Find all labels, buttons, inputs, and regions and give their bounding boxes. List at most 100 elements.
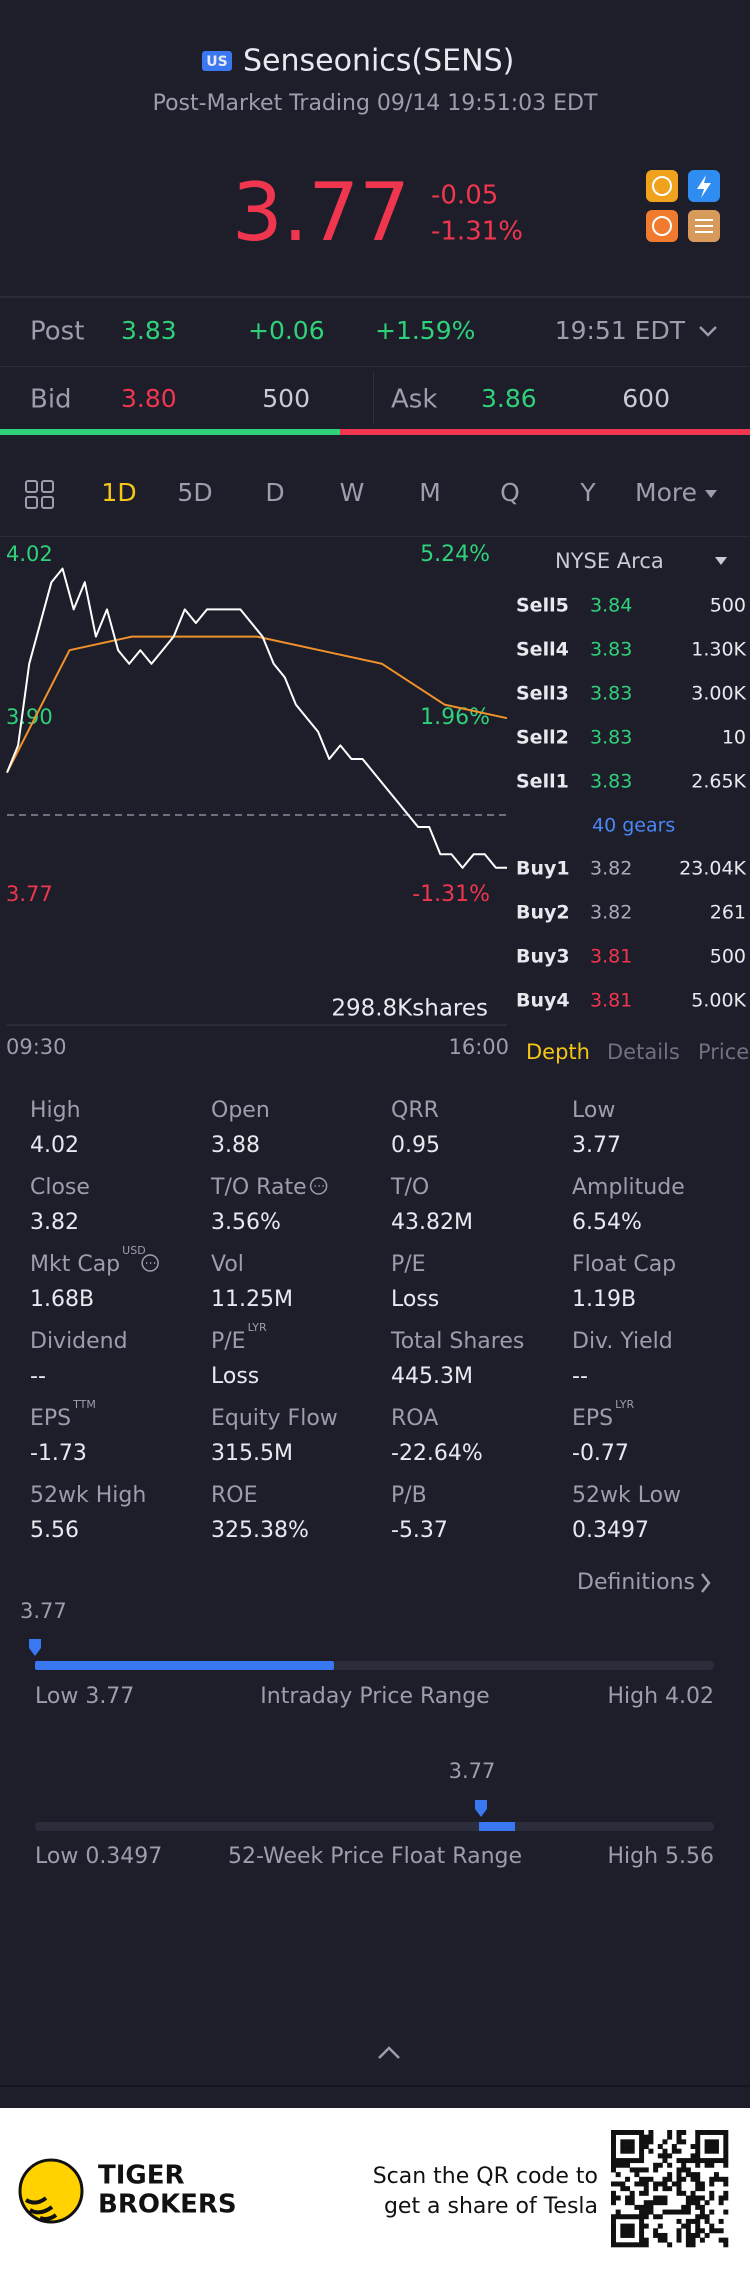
qr-module	[713, 2139, 719, 2145]
qr-module	[704, 2162, 710, 2168]
qr-module	[676, 2209, 682, 2215]
book-level: Sell2	[516, 727, 569, 749]
qr-module	[629, 2167, 635, 2173]
link-chevron[interactable]	[701, 1573, 711, 1593]
qr-module	[723, 2209, 729, 2215]
divider	[0, 2085, 750, 2087]
book-level: Sell5	[516, 595, 569, 617]
period-tab[interactable]: Y	[579, 478, 596, 507]
info-icon[interactable]	[309, 1177, 328, 1195]
qr-module	[695, 2134, 701, 2140]
stat-value: 315.5M	[211, 1441, 293, 1466]
qr-module	[681, 2139, 687, 2145]
stat-label: T/O	[390, 1175, 429, 1200]
period-tab[interactable]: More	[635, 478, 697, 507]
post-time[interactable]: 19:51 EDT	[555, 316, 686, 345]
book-tab[interactable]: Details	[607, 1040, 680, 1064]
definitions-link[interactable]: Definitions	[577, 1570, 695, 1595]
qr-module	[629, 2130, 635, 2135]
stat-label: High	[30, 1098, 81, 1123]
qr-module	[620, 2186, 626, 2192]
qr-module	[713, 2176, 719, 2182]
qr-module	[662, 2139, 668, 2145]
dropdown-triangle	[715, 557, 727, 565]
qr-module	[704, 2144, 710, 2150]
qr-module	[662, 2176, 668, 2182]
stat-label: Equity Flow	[211, 1406, 338, 1431]
qr-module	[695, 2139, 701, 2145]
divider	[373, 372, 374, 424]
collapse-button[interactable]	[378, 2046, 400, 2059]
qr-module	[676, 2158, 682, 2164]
qr-module	[639, 2158, 645, 2164]
qr-module	[690, 2144, 696, 2150]
book-level: Sell4	[516, 639, 569, 661]
header-icons[interactable]	[646, 170, 720, 242]
range-marker	[29, 1639, 41, 1656]
qr-module	[676, 2139, 682, 2145]
period-tab[interactable]: Q	[500, 478, 520, 507]
qr-module	[699, 2158, 705, 2164]
divider	[0, 366, 750, 367]
qr-module	[671, 2144, 677, 2150]
qr-module	[625, 2223, 631, 2229]
icon-glyph	[697, 175, 711, 198]
icon[interactable]	[646, 170, 678, 202]
range-fill	[479, 1822, 515, 1831]
book-tab[interactable]: Depth	[526, 1040, 590, 1064]
qr-module	[685, 2237, 691, 2243]
qr-module	[695, 2181, 701, 2187]
qr-module	[676, 2190, 682, 2196]
period-tab[interactable]: D	[265, 478, 284, 507]
qr-module	[643, 2200, 649, 2206]
qr-module	[620, 2223, 626, 2229]
stat-value: 3.77	[572, 1133, 621, 1158]
qr-module	[695, 2232, 701, 2238]
qr-module	[699, 2204, 705, 2210]
qr-module	[643, 2167, 649, 2173]
dropdown-chevron[interactable]	[699, 326, 717, 337]
qr-module	[657, 2162, 663, 2168]
y-tick-label: 4.02	[6, 542, 53, 566]
qr-module	[704, 2148, 710, 2154]
tiger-logo	[18, 2158, 84, 2224]
stat-value: 11.25M	[211, 1287, 293, 1312]
stat-label: 52wk Low	[572, 1483, 681, 1508]
brand-line: TIGER	[98, 2161, 185, 2191]
qr-module	[699, 2195, 705, 2201]
qr-module	[643, 2176, 649, 2182]
qr-module	[639, 2181, 645, 2187]
price-change-pct: -1.31%	[431, 217, 523, 247]
qr-module	[615, 2158, 621, 2164]
book-size: 3.00K	[691, 683, 746, 705]
qr-module	[611, 2190, 616, 2196]
qr-module	[611, 2153, 616, 2159]
qr-module	[695, 2228, 701, 2234]
qr-module	[625, 2148, 631, 2154]
exchange[interactable]: NYSE Arca	[555, 549, 664, 573]
period-tab[interactable]: 5D	[177, 478, 212, 507]
qr-module	[704, 2218, 710, 2224]
qr-module	[639, 2204, 645, 2210]
stat-value: 5.56	[30, 1518, 79, 1543]
period-tab[interactable]: M	[419, 478, 441, 507]
period-tab[interactable]: W	[340, 478, 365, 507]
stat-value: 1.68B	[30, 1287, 94, 1312]
stat-label: Open	[211, 1098, 270, 1123]
qr-module	[643, 2190, 649, 2196]
qr-module	[625, 2228, 631, 2234]
qr-module	[611, 2148, 616, 2154]
icon[interactable]	[646, 210, 678, 242]
period-tab[interactable]: 1D	[101, 478, 136, 507]
book-price: 3.83	[590, 683, 632, 705]
qr-module	[718, 2200, 724, 2206]
qr-module	[648, 2148, 654, 2154]
bid-strength-bar	[0, 429, 340, 435]
info-icon[interactable]	[141, 1254, 159, 1272]
qr-module	[611, 2139, 616, 2145]
qr-module	[685, 2242, 691, 2248]
qr-module	[639, 2209, 645, 2215]
book-tab[interactable]: Price	[698, 1040, 749, 1064]
layout-icon[interactable]	[25, 480, 54, 509]
book-price: 3.84	[590, 595, 632, 617]
